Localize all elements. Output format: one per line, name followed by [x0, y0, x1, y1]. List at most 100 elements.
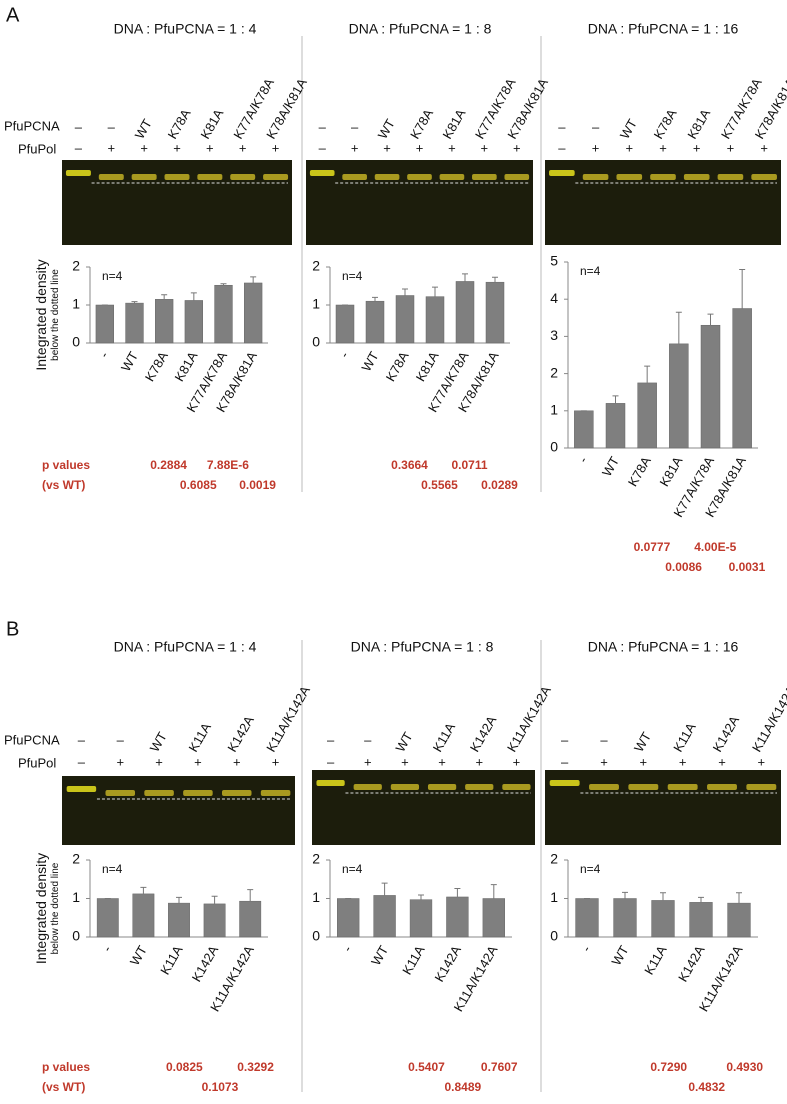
- x-tick-label: WT: [368, 943, 391, 968]
- error-bar: [644, 365, 651, 383]
- y-tick-label: 0: [312, 928, 320, 944]
- lane-label: –: [351, 119, 359, 134]
- lane-label: K11A: [670, 720, 699, 754]
- lane-label: +: [448, 140, 456, 155]
- lane-label: WT: [631, 729, 654, 754]
- bar: [727, 902, 751, 938]
- gel-band: [342, 174, 367, 180]
- y-tick-label: 0: [550, 928, 558, 944]
- p-value: 0.7290: [650, 1060, 687, 1074]
- x-tick-label: WT: [599, 454, 622, 479]
- lane-label: WT: [132, 116, 155, 141]
- lane-label: +: [116, 754, 124, 769]
- p-value: 0.7607: [481, 1060, 518, 1074]
- gel-band: [465, 784, 494, 790]
- y-tick-label: 1: [72, 296, 80, 312]
- p-value: 0.0777: [634, 540, 671, 554]
- y-tick-label: 0: [72, 928, 80, 944]
- error-bar: [247, 889, 254, 902]
- x-tick-label: K142A: [675, 943, 708, 985]
- gel-band: [65, 170, 91, 176]
- y-tick-label: 0: [312, 334, 320, 350]
- annotation: n=4: [342, 269, 363, 283]
- p-value: 0.0086: [665, 560, 702, 574]
- x-tick-label: WT: [127, 943, 150, 968]
- lane-label: +: [351, 140, 359, 155]
- gel-band: [390, 784, 420, 790]
- bar: [335, 304, 355, 344]
- gel-band: [98, 174, 124, 180]
- x-tick-label: WT: [118, 349, 141, 374]
- error-bar: [698, 896, 704, 903]
- lane-label: –: [75, 119, 83, 134]
- gel-band: [105, 790, 136, 796]
- gel-band: [316, 780, 345, 786]
- lane-label: +: [173, 140, 181, 155]
- annotation: n=4: [342, 862, 363, 876]
- lane-label: +: [239, 140, 247, 155]
- lane-label: –: [600, 732, 608, 747]
- error-bar: [462, 273, 468, 282]
- bar: [485, 281, 505, 344]
- y-tick-label: 2: [312, 258, 320, 274]
- gel-band: [197, 174, 223, 180]
- gel-band: [549, 780, 580, 786]
- x-tick-label: -: [575, 454, 590, 465]
- bar: [700, 324, 721, 449]
- annotation: n=4: [580, 862, 601, 876]
- bar: [689, 902, 713, 938]
- bar: [446, 896, 469, 938]
- gel-image: [545, 160, 781, 245]
- y-tick-label: 4: [550, 290, 558, 306]
- gel-band: [144, 790, 174, 796]
- lane-label: +: [640, 754, 648, 769]
- p-value: 4.00E-5: [694, 540, 736, 554]
- x-tick-label: K78A: [142, 349, 171, 384]
- x-tick-label: -: [96, 349, 111, 360]
- lane-label: K78A: [651, 106, 680, 141]
- lane-label: –: [117, 732, 125, 747]
- bar: [637, 382, 657, 449]
- lane-label: K11A: [430, 720, 459, 754]
- gel-band: [131, 174, 157, 180]
- x-tick-label: K78A: [383, 349, 412, 384]
- bar: [651, 900, 675, 938]
- lane-label: +: [760, 140, 768, 155]
- bar: [425, 296, 445, 344]
- x-tick-label: -: [578, 943, 593, 954]
- error-bar: [220, 283, 227, 286]
- x-tick-label: K11A: [641, 943, 670, 977]
- x-tick-label: -: [99, 943, 114, 954]
- lane-label: +: [727, 140, 735, 155]
- gel-band: [717, 174, 744, 180]
- bar: [96, 898, 119, 938]
- lane-label: K142A: [224, 713, 257, 755]
- y-tick-label: 1: [72, 889, 80, 905]
- y-tick-label: 2: [72, 851, 80, 867]
- gel-band: [260, 790, 291, 796]
- p-value: 0.6085: [180, 478, 217, 492]
- lane-label: +: [513, 140, 521, 155]
- lane-label: +: [272, 140, 280, 155]
- lane-label: K11A/K142A: [504, 683, 554, 754]
- gel-band: [164, 174, 190, 180]
- error-bar: [140, 886, 147, 894]
- bar: [373, 895, 396, 938]
- bar: [203, 903, 226, 938]
- lane-label: +: [438, 754, 446, 769]
- lane-label: +: [600, 754, 608, 769]
- bar: [239, 900, 262, 938]
- x-tick-label: K81A: [413, 349, 442, 384]
- gel-image: [545, 770, 781, 845]
- gel-band: [504, 174, 530, 180]
- error-bar: [660, 892, 666, 901]
- p-value: 0.0031: [729, 560, 766, 574]
- gel-image: [312, 770, 535, 845]
- gel-band: [683, 174, 710, 180]
- y-tick-label: 2: [312, 851, 320, 867]
- gel-band: [502, 784, 531, 790]
- bar: [184, 300, 203, 344]
- lane-label: –: [561, 754, 569, 769]
- error-bar: [372, 296, 378, 302]
- lane-label: +: [659, 140, 667, 155]
